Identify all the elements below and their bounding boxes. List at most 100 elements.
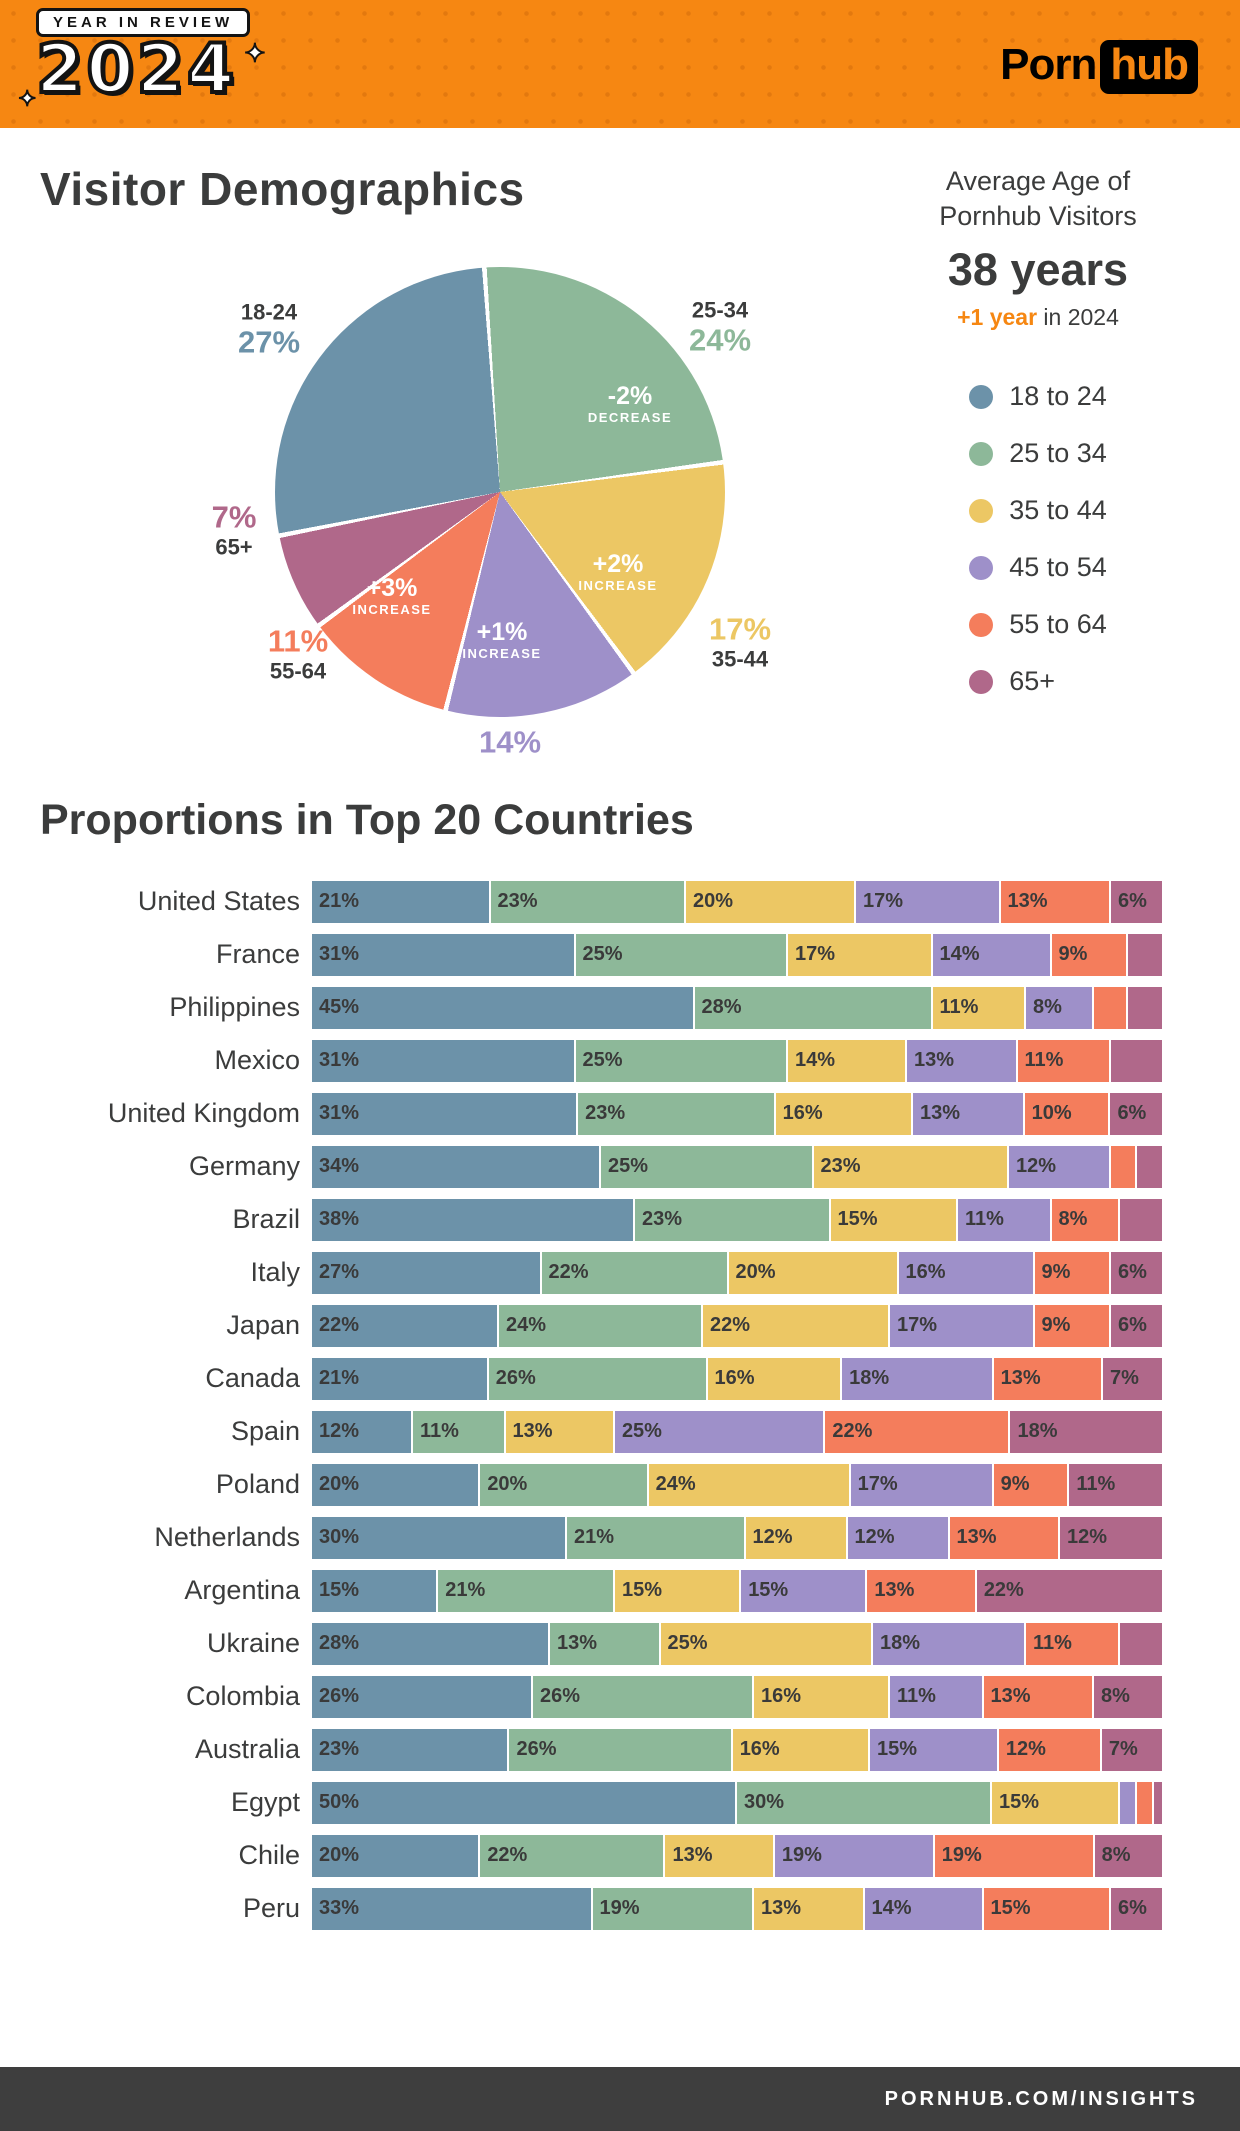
bar-segment-label: 13% [761, 1897, 802, 1919]
bar-segment: 11% [1026, 1622, 1120, 1665]
bar-segment-label: 13% [990, 1685, 1031, 1707]
country-row: Netherlands 30% 21% 12% 12% 13% 12% [40, 1511, 1162, 1564]
bar-segment-label: 13% [914, 1049, 955, 1071]
age-pct-label: 27% [237, 323, 301, 359]
country-label: Canada [205, 1363, 300, 1393]
bar-segment-label: 11% [939, 996, 979, 1018]
bar-segment: 13% [867, 1569, 977, 1612]
legend-label: 35 to 44 [1009, 495, 1107, 526]
bar-segment-label: 17% [857, 1473, 898, 1495]
bar-segment-label: 15% [837, 1208, 878, 1230]
bar-segment: 6% [1111, 1887, 1162, 1930]
bar-segment: 38% [312, 1198, 635, 1241]
bar-segment-label: 16% [905, 1261, 946, 1283]
change-word: INCREASE [462, 645, 542, 661]
bar-segment: 14% [864, 1887, 984, 1930]
country-row: Spain 12% 11% 13% 25% 22% 18% [40, 1405, 1162, 1458]
country-label: France [215, 939, 300, 969]
bar-segment-label: 21% [319, 1367, 360, 1389]
bar-segment-label: 18% [1017, 1420, 1058, 1442]
legend-color-dot [969, 669, 994, 694]
bar-segment: 17% [856, 880, 1001, 923]
bar-segment: 28% [312, 1622, 550, 1665]
bar-segment-label: 20% [487, 1473, 528, 1495]
pie-callout-65-plus: 7% 65+ [212, 500, 257, 559]
country-row: Mexico 31% 25% 14% 13% 11% [40, 1034, 1162, 1087]
page-title: Visitor Demographics [40, 163, 525, 215]
bar-segment-label: 24% [655, 1473, 696, 1495]
legend-label: 45 to 54 [1009, 552, 1107, 583]
bar-segment-label: 6% [1118, 1314, 1147, 1336]
bar-segment [1128, 986, 1162, 1029]
bar-segment-label: 20% [319, 1844, 360, 1866]
bar-segment: 15% [983, 1887, 1111, 1930]
bar-segment-label: 15% [999, 1791, 1040, 1813]
bar-segment-label: 25% [667, 1632, 708, 1654]
bar-segment: 6% [1110, 1092, 1162, 1135]
pie-callout-55-64: 11% 55-64 [268, 624, 328, 683]
bar-segment: 9% [993, 1463, 1070, 1506]
bar-segment: 24% [648, 1463, 851, 1506]
country-label: Italy [250, 1257, 300, 1287]
bar-segment-label: 14% [871, 1897, 912, 1919]
bar-segment: 22% [480, 1834, 666, 1877]
bar-segment-label: 22% [832, 1420, 873, 1442]
bar-segment-label: 15% [990, 1897, 1031, 1919]
bar-segment: 33% [312, 1887, 593, 1930]
bar-segment: 15% [614, 1569, 742, 1612]
country-row: Canada 21% 26% 16% 18% 13% 7% [40, 1352, 1162, 1405]
year-in-review-logo: YEAR IN REVIEW 2024 ✦ ✦ [17, 8, 267, 112]
sparkle-icon: ✦ [17, 85, 37, 112]
average-age-label-line2: Pornhub Visitors [939, 201, 1137, 232]
bar-segment: 31% [312, 1092, 579, 1135]
bar-segment-label: 14% [939, 943, 980, 965]
bar-segment: 14% [932, 933, 1052, 976]
bar-segment-label: 26% [540, 1685, 581, 1707]
average-age-panel: Average Age of Pornhub Visitors 38 years… [870, 128, 1240, 782]
bar-segment-label: 16% [739, 1738, 780, 1760]
bar-segment: 31% [312, 933, 576, 976]
bar-segment-label: 50% [319, 1791, 360, 1813]
bar-segment: 22% [703, 1304, 890, 1347]
bar-segment: 25% [660, 1622, 873, 1665]
country-label: Peru [242, 1893, 300, 1923]
change-value: +2% [592, 550, 644, 579]
country-bar: 21% 23% 20% 17% 13% 6% [312, 880, 1162, 923]
bar-segment: 15% [870, 1728, 999, 1771]
legend-label: 18 to 24 [1009, 381, 1107, 412]
age-pct-label: 14% [478, 724, 542, 760]
bar-segment: 13% [949, 1516, 1060, 1559]
country-bar: 12% 11% 13% 25% 22% 18% [312, 1410, 1162, 1453]
bar-segment: 16% [707, 1357, 843, 1400]
country-bar: 20% 20% 24% 17% 9% 11% [312, 1463, 1162, 1506]
bar-segment-label: 17% [897, 1314, 938, 1336]
demographics-section: Visitor Demographics 18-24 27% 25-34 24%… [0, 128, 1240, 782]
country-label: Brazil [232, 1204, 300, 1234]
bar-segment: 13% [907, 1039, 1018, 1082]
pie-callout-18-24: 18-24 27% [238, 300, 300, 359]
bar-segment-label: 6% [1118, 1261, 1147, 1283]
country-label: Ukraine [206, 1628, 300, 1658]
bar-segment: 22% [976, 1569, 1162, 1612]
bar-segment: 6% [1111, 1251, 1162, 1294]
bar-segment-label: 21% [319, 890, 360, 912]
bar-segment: 20% [728, 1251, 899, 1294]
countries-section: Proportions in Top 20 Countries United S… [0, 796, 1240, 1935]
bar-segment: 12% [998, 1728, 1102, 1771]
bar-segment: 18% [842, 1357, 994, 1400]
bar-segment-label: 21% [574, 1526, 615, 1548]
bar-segment: 28% [694, 986, 933, 1029]
bar-segment-label: 6% [1118, 890, 1147, 912]
age-pie-chart: 18-24 27% 25-34 24% 17% 35-44 14% 11% 55… [40, 222, 840, 782]
legend-item: 55 to 64 [969, 609, 1107, 640]
bar-segment: 13% [550, 1622, 661, 1665]
bar-segment: 11% [1017, 1039, 1111, 1082]
bar-segment-label: 23% [820, 1155, 861, 1177]
bar-segment: 25% [614, 1410, 826, 1453]
bar-segment: 12% [745, 1516, 848, 1559]
bar-segment-label: 12% [319, 1420, 360, 1442]
pie-callout-35-44: 17% 35-44 [709, 612, 771, 671]
country-bar: 15% 21% 15% 15% 13% 22% [312, 1569, 1162, 1612]
pie-change-label-45-54: +1% INCREASE [462, 618, 541, 662]
legend-item: 65+ [969, 666, 1107, 697]
